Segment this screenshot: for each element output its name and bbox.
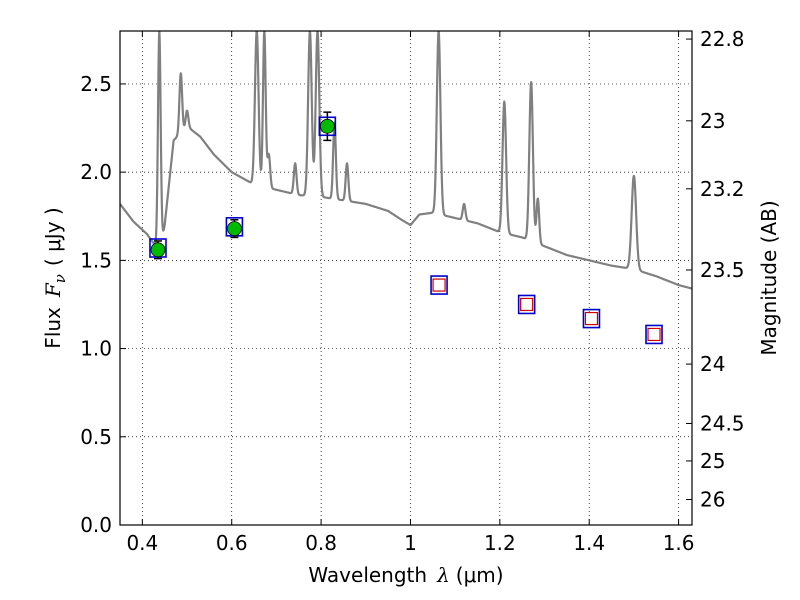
model-photometry-box <box>582 308 601 329</box>
x-tick-label: 0.6 <box>216 531 248 555</box>
x-tick-label: 1.2 <box>484 531 516 555</box>
y-tick-label: 0.5 <box>80 425 112 449</box>
model-photometry-box <box>645 324 663 345</box>
spectrum-layer <box>120 31 692 290</box>
x-tick-label: 0.4 <box>126 531 158 555</box>
y2-tick-label: 23.2 <box>700 177 745 201</box>
y-tick-label: 2.0 <box>80 160 112 184</box>
y2-tick-label: 25 <box>700 449 725 473</box>
y2-tick-label: 24 <box>700 352 725 376</box>
model-photometry-box <box>517 294 536 315</box>
observed-flux-point <box>226 221 242 237</box>
x-tick-label: 1 <box>404 531 417 555</box>
points-layer <box>149 111 663 345</box>
y2-tick-label: 23 <box>700 109 725 133</box>
predicted-flux-marker <box>647 327 661 342</box>
model-spectrum-line <box>120 31 692 290</box>
predicted-flux-marker <box>584 311 599 326</box>
plot-frame <box>119 30 693 526</box>
y-tick-label: 0.0 <box>80 513 112 537</box>
y2-tick-label: 23.5 <box>700 258 745 282</box>
x-tick-label: 1.6 <box>663 531 695 555</box>
predicted-flux-marker <box>520 297 534 312</box>
y2-tick-label: 26 <box>700 487 725 511</box>
y-tick-label: 1.0 <box>80 337 112 361</box>
ticks-layer: 0.4 0.6 0.8 1 1.2 1.4 1.6 0.0 0.5 1.0 1.5 2.0 2.5 22.… <box>80 27 744 555</box>
y-axis-label: FluxFν( μJy ) <box>41 207 69 348</box>
observed-flux-point <box>150 242 166 258</box>
observed-flux-point <box>319 118 335 134</box>
y-tick-label: 2.5 <box>80 72 112 96</box>
y2-tick-label: 22.8 <box>700 27 745 51</box>
y2-tick-label: 24.5 <box>700 411 745 435</box>
model-photometry-box <box>430 275 448 295</box>
x-tick-label: 0.8 <box>305 531 337 555</box>
x-tick-label: 1.4 <box>573 531 605 555</box>
y-tick-label: 1.5 <box>80 248 112 272</box>
right-axis-label: Magnitude (AB) <box>757 200 781 355</box>
x-axis-label: Wavelength λ (μm) <box>308 563 503 587</box>
predicted-flux-marker <box>432 278 446 292</box>
